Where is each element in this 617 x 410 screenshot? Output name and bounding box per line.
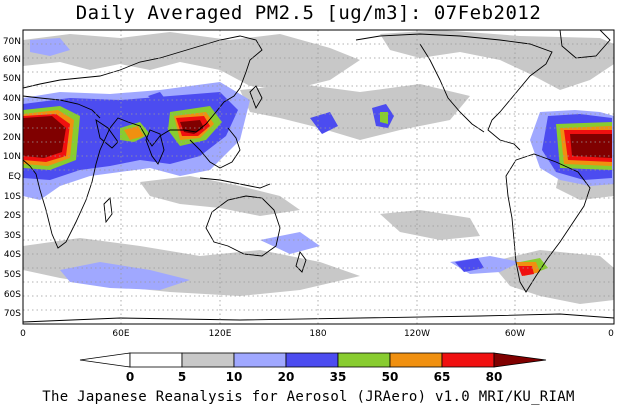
lat-label: 10S — [4, 192, 21, 202]
colorbar-label: 10 — [226, 370, 243, 384]
colorbar-label: 65 — [434, 370, 451, 384]
colorbar-seg — [129, 352, 183, 368]
coast-arabia — [95, 119, 119, 149]
colorbar-labels: 0 5 10 20 35 50 65 80 — [126, 370, 503, 384]
lat-label: 20S — [4, 211, 21, 221]
colorbar-seg — [181, 352, 235, 368]
colorbar-seg-white — [79, 352, 131, 368]
colorbar-seg — [285, 352, 339, 368]
lat-label: 30N — [3, 113, 21, 123]
lon-label: 0 — [608, 329, 614, 339]
lat-label: 40S — [4, 250, 21, 260]
coast-seasia — [189, 127, 241, 169]
colorbar — [79, 352, 547, 368]
colorbar-label: 80 — [486, 370, 503, 384]
lat-label: EQ — [8, 172, 21, 182]
coast-south-america — [505, 153, 591, 293]
lat-axis: 70N 60N 50N 40N 30N 20N 10N EQ 10S 20S 3… — [3, 37, 21, 319]
map-frame — [22, 29, 615, 325]
colorbar-label: 5 — [178, 370, 186, 384]
coast-australia — [205, 195, 281, 257]
lat-label: 60S — [4, 290, 21, 300]
colorbar-seg — [233, 352, 287, 368]
lat-label: 50N — [3, 74, 21, 84]
colorbar-label: 50 — [382, 370, 399, 384]
coast-india — [145, 129, 165, 165]
lat-label: 20N — [3, 133, 21, 143]
lat-label: 70S — [4, 309, 21, 319]
colorbar-label: 35 — [330, 370, 347, 384]
coast-mediterranean — [23, 95, 101, 119]
coast-newzealand — [295, 251, 307, 273]
lat-label: 70N — [3, 37, 21, 47]
map-title: Daily Averaged PM2.5 [ug/m3]: 07Feb2012 — [75, 2, 542, 24]
coast-north-america — [355, 33, 553, 151]
colorbar-seg — [441, 352, 495, 368]
coast-africa-eurasia — [23, 35, 263, 249]
coast-greenland — [559, 30, 611, 59]
coast-japan — [249, 85, 263, 110]
lat-label: 10N — [3, 152, 21, 162]
lon-label: 120W — [404, 329, 430, 339]
lat-label: 50S — [4, 270, 21, 280]
coast-west-na — [419, 43, 485, 133]
lon-label: 60E — [112, 329, 129, 339]
credit-line: The Japanese Reanalysis for Aerosol (JRA… — [42, 389, 575, 405]
coast-madagascar — [103, 197, 113, 224]
lat-label: 40N — [3, 94, 21, 104]
lon-label: 180 — [309, 329, 326, 339]
lat-label: 30S — [4, 231, 21, 241]
lon-label: 120E — [209, 329, 232, 339]
colorbar-seg — [337, 352, 391, 368]
colorbar-label: 0 — [126, 370, 134, 384]
lon-label: 0 — [20, 329, 26, 339]
coast-antarctica — [23, 313, 614, 323]
lon-label: 60W — [505, 329, 525, 339]
colorbar-label: 20 — [278, 370, 295, 384]
colorbar-seg — [389, 352, 443, 368]
pm25-band-grey — [23, 30, 614, 304]
colorbar-seg-darkred — [493, 352, 547, 368]
lat-label: 60N — [3, 55, 21, 65]
pm25-band-blue — [23, 92, 612, 272]
concentration-field — [23, 30, 614, 323]
lon-axis: 0 60E 120E 180 120W 60W 0 — [20, 329, 614, 339]
